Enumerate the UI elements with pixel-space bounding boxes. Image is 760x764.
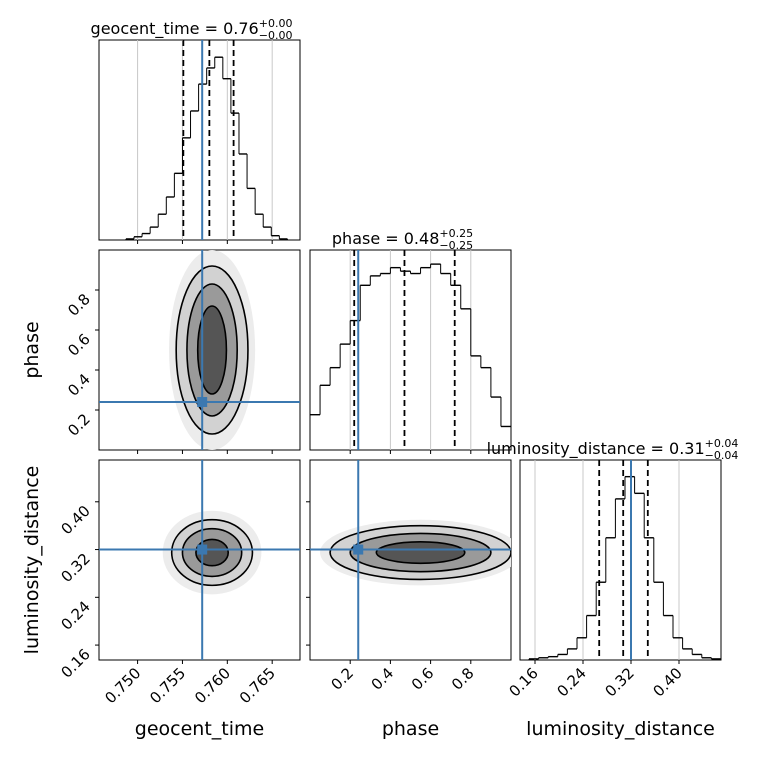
title-minus: −0.04 — [705, 449, 739, 462]
truth-point — [197, 397, 208, 407]
y-tick-label: 0.16 — [57, 645, 93, 681]
y-tick-label: 0.32 — [57, 550, 93, 586]
x-axis-label: luminosity_distance — [526, 718, 715, 740]
histogram — [528, 460, 721, 660]
panel-frame — [98, 249, 301, 451]
x-tick-label: 0.32 — [601, 664, 637, 700]
panel-frame — [519, 459, 722, 661]
panel-frame — [98, 459, 301, 661]
y-tick-label: 0.6 — [64, 330, 94, 360]
x-tick-label: 0.760 — [191, 664, 234, 707]
y-tick-label: 0.4 — [64, 370, 94, 400]
density-panel — [310, 460, 511, 660]
y-axis-label: phase — [21, 321, 43, 378]
y-tick-label: 0.24 — [57, 597, 93, 633]
x-tick-label: 0.8 — [448, 664, 478, 694]
x-tick-label: 0.40 — [649, 664, 685, 700]
panel-frame — [98, 39, 301, 241]
x-tick-label: 0.4 — [368, 664, 398, 694]
title-main: geocent_time = 0.76 — [91, 19, 259, 39]
x-tick-label: 0.16 — [505, 664, 541, 700]
title-plus: +0.00 — [259, 17, 293, 30]
title-minus: −0.25 — [439, 239, 473, 252]
x-tick-label: 0.765 — [236, 664, 279, 707]
x-axis-label: geocent_time — [135, 718, 264, 740]
panel-title: luminosity_distance = 0.31+0.04 −0.04 — [487, 437, 739, 462]
contour — [375, 540, 466, 565]
density-panel — [99, 460, 300, 660]
x-tick-label: 0.2 — [327, 664, 357, 694]
x-tick-label: 0.750 — [101, 664, 144, 707]
panel-title: geocent_time = 0.76+0.00 −0.00 — [91, 17, 293, 42]
contour — [196, 305, 228, 395]
histogram — [310, 250, 511, 450]
histogram — [125, 40, 288, 240]
x-tick-label: 0.755 — [146, 664, 189, 707]
title-main: phase = 0.48 — [332, 229, 439, 248]
density-panel — [99, 250, 300, 450]
y-axis-label: luminosity_distance — [21, 466, 43, 655]
panel-title: phase = 0.48+0.25 −0.25 — [332, 227, 473, 252]
title-main: luminosity_distance = 0.31 — [487, 439, 705, 459]
y-tick-label: 0.2 — [64, 410, 94, 440]
title-plus: +0.04 — [705, 437, 739, 450]
panel-frame — [309, 249, 512, 451]
x-tick-label: 0.24 — [553, 664, 589, 700]
truth-point — [197, 544, 208, 555]
x-axis-label: phase — [382, 718, 439, 740]
title-minus: −0.00 — [259, 29, 293, 42]
truth-point — [353, 544, 364, 555]
y-tick-label: 0.40 — [57, 502, 93, 538]
x-tick-label: 0.6 — [408, 664, 438, 694]
title-plus: +0.25 — [439, 227, 473, 240]
y-tick-label: 0.8 — [64, 290, 94, 320]
